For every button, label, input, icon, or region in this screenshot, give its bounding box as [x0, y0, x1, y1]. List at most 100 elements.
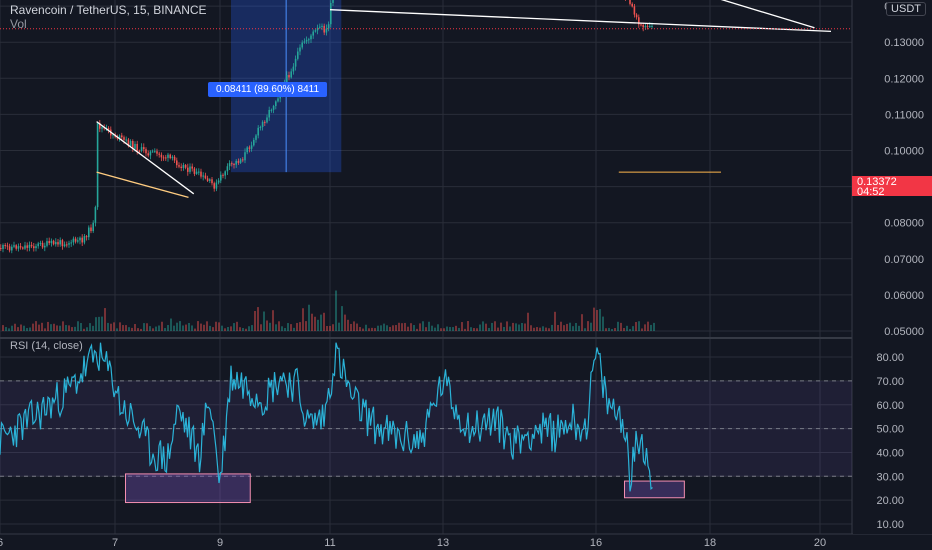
candle	[292, 66, 295, 72]
rsi-line	[0, 342, 653, 492]
volume-bar	[632, 326, 634, 331]
volume-bar	[17, 327, 19, 331]
volume-bar	[617, 321, 619, 331]
candle	[88, 227, 90, 238]
volume-bar	[458, 327, 460, 331]
volume-bar	[131, 327, 133, 331]
candle	[48, 241, 50, 244]
volume-bar	[599, 309, 601, 331]
volume-bar	[11, 325, 13, 331]
volume-bar	[326, 325, 328, 331]
volume-bar	[125, 325, 127, 331]
volume-bar	[248, 326, 250, 331]
volume-bar	[50, 324, 52, 331]
candle	[44, 245, 46, 248]
candle	[55, 242, 57, 245]
volume-bar	[224, 328, 226, 331]
candle	[176, 160, 178, 166]
candle	[59, 240, 61, 245]
candle	[162, 157, 165, 159]
time-tick-label: 9	[217, 537, 223, 549]
candle	[633, 6, 636, 15]
volume-bar	[173, 325, 175, 331]
volume-bar	[641, 328, 643, 331]
candle	[288, 75, 290, 78]
rsi-label[interactable]: RSI (14, close)	[10, 340, 83, 352]
currency-button[interactable]: USDT	[886, 2, 926, 16]
candle	[167, 154, 169, 158]
candle	[649, 26, 651, 28]
candle	[316, 27, 319, 31]
candle	[83, 236, 86, 243]
volume-bar	[89, 323, 91, 331]
candle	[629, 0, 631, 4]
volume-bar	[197, 321, 199, 331]
volume-bar	[554, 311, 556, 331]
volume-bar	[140, 328, 142, 331]
candle	[233, 164, 235, 166]
volume-bar	[653, 322, 655, 331]
candle	[308, 39, 310, 41]
candle	[101, 127, 103, 129]
candle	[220, 174, 222, 181]
volume-bar	[374, 328, 376, 331]
price-axis-bg	[853, 0, 932, 534]
candle	[63, 244, 66, 247]
candle	[189, 166, 191, 172]
symbol-title[interactable]: Ravencoin / TetherUS, 15, BINANCE	[10, 3, 207, 17]
candle	[81, 237, 83, 243]
volume-bar	[473, 328, 475, 331]
candle	[297, 51, 299, 59]
rsi-tick-label: 20.00	[876, 495, 904, 507]
volume-bar	[116, 328, 118, 331]
candle	[57, 242, 59, 245]
volume-bar	[431, 325, 433, 331]
volume-bar	[47, 321, 49, 331]
candle	[149, 151, 152, 156]
volume-bar	[455, 325, 457, 331]
candle	[631, 3, 633, 7]
candle	[191, 166, 193, 169]
candle	[644, 26, 647, 28]
volume-bar	[593, 307, 595, 331]
volume-bar	[380, 325, 382, 331]
time-tick-label: 18	[704, 537, 716, 549]
volume-bar	[500, 322, 502, 331]
price-tick-label: 0.13000	[884, 37, 924, 49]
volume-bar	[401, 323, 403, 331]
rsi-tick-label: 60.00	[876, 400, 904, 412]
candle	[642, 24, 644, 28]
price-tick-label: 0.08000	[884, 218, 924, 230]
candle	[193, 168, 196, 174]
volume-bar	[251, 325, 253, 331]
candle	[301, 42, 303, 48]
volume-bar	[176, 322, 178, 331]
candle	[13, 245, 15, 247]
candle	[200, 171, 202, 177]
volume-bar	[62, 321, 64, 331]
volume-bar	[266, 320, 268, 331]
measure-label: 0.08411 (89.60%) 8411	[208, 82, 328, 97]
volume-bar	[8, 328, 10, 331]
candle	[94, 207, 97, 223]
volume-bar	[245, 328, 247, 331]
candle	[129, 140, 132, 146]
volume-bar	[287, 323, 289, 331]
volume-bar	[530, 325, 532, 331]
volume-bar	[584, 328, 586, 331]
volume-bar	[332, 324, 334, 331]
volume-bar	[497, 327, 499, 331]
time-tick-label: 16	[590, 537, 602, 549]
volume-bar	[44, 328, 46, 331]
volume-bar	[647, 321, 649, 331]
candle	[235, 160, 237, 165]
candle	[145, 149, 147, 154]
candle	[41, 242, 44, 248]
volume-bar	[560, 321, 562, 331]
volume-bar	[314, 316, 316, 331]
volume-bar	[134, 324, 136, 331]
volume-bar	[362, 328, 364, 331]
candle	[79, 237, 81, 241]
volume-bar	[203, 324, 205, 331]
